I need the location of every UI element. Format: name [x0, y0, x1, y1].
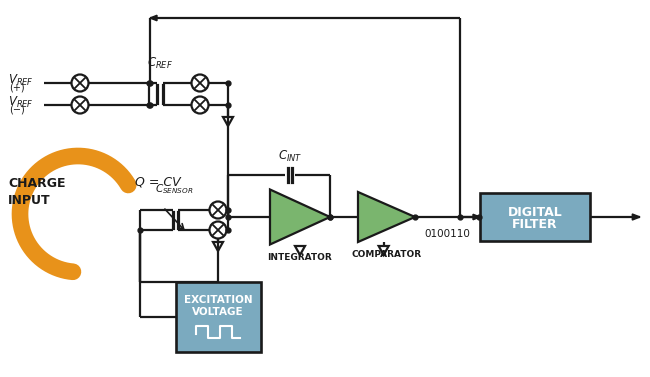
Text: EXCITATION: EXCITATION: [184, 295, 252, 305]
Circle shape: [72, 97, 88, 113]
Polygon shape: [473, 214, 480, 220]
Text: $\mathit{V}_{REF}$: $\mathit{V}_{REF}$: [8, 72, 34, 87]
Polygon shape: [116, 170, 128, 185]
Text: VOLTAGE: VOLTAGE: [192, 307, 244, 317]
Polygon shape: [358, 192, 415, 242]
Text: INTEGRATOR: INTEGRATOR: [268, 253, 332, 262]
Circle shape: [192, 75, 209, 92]
Text: FILTER: FILTER: [512, 219, 558, 231]
Text: $C_{INT}$: $C_{INT}$: [278, 149, 302, 164]
Text: (−): (−): [9, 105, 25, 115]
Circle shape: [209, 222, 226, 239]
Polygon shape: [270, 190, 330, 245]
Text: CHARGE
INPUT: CHARGE INPUT: [8, 177, 66, 207]
Polygon shape: [632, 214, 640, 220]
Circle shape: [192, 97, 209, 113]
Text: 0100110: 0100110: [424, 229, 471, 239]
FancyBboxPatch shape: [176, 282, 261, 352]
Text: COMPARATOR: COMPARATOR: [352, 250, 422, 259]
Text: DIGITAL: DIGITAL: [508, 205, 562, 219]
Text: Q = CV: Q = CV: [135, 176, 181, 188]
Text: $C_{REF}$: $C_{REF}$: [147, 56, 173, 71]
Text: $C_{SENSOR}$: $C_{SENSOR}$: [155, 182, 194, 196]
Text: $\mathit{V}_{REF}$: $\mathit{V}_{REF}$: [8, 95, 34, 110]
Polygon shape: [150, 15, 157, 21]
Circle shape: [72, 75, 88, 92]
Text: (+): (+): [9, 83, 25, 93]
FancyBboxPatch shape: [480, 193, 590, 241]
Circle shape: [209, 201, 226, 219]
